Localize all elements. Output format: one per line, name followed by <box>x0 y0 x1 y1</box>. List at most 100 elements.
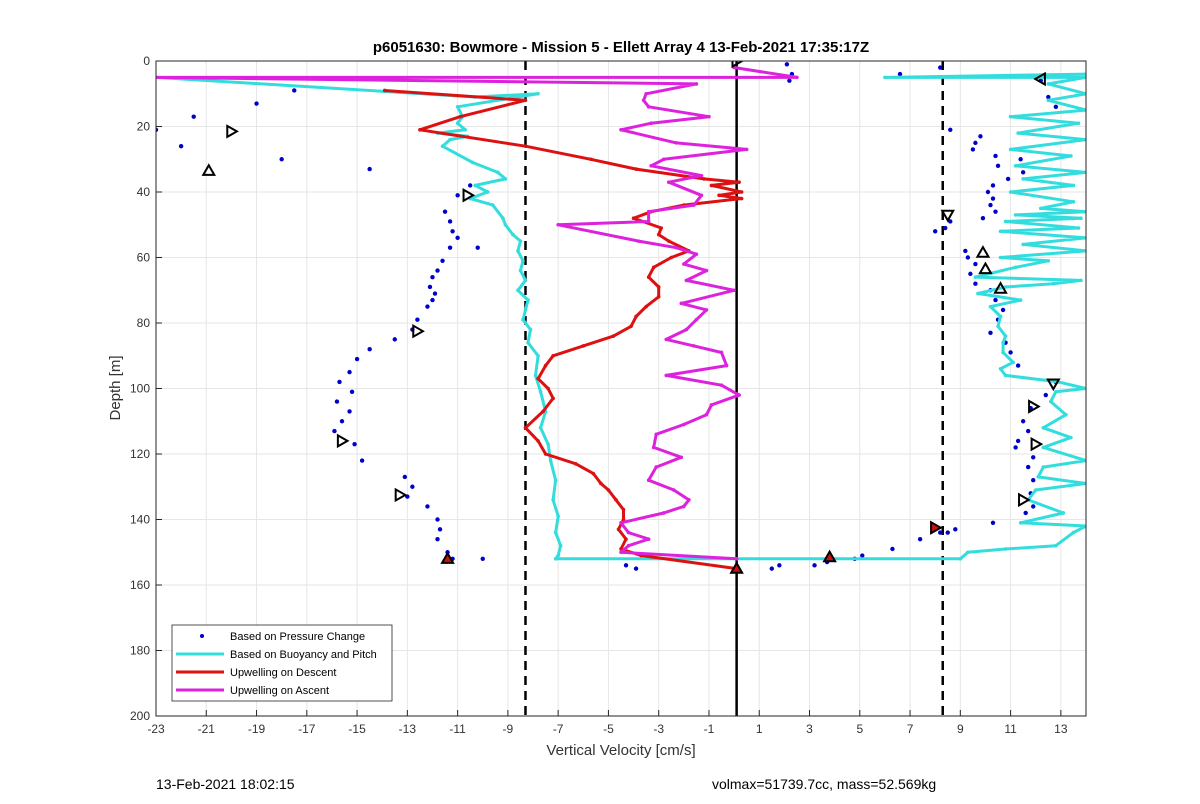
pressure-change-point <box>1053 104 1059 110</box>
pressure-change-point <box>993 153 998 159</box>
upwelling-ascent-vertex <box>661 511 666 515</box>
buoyancy-pitch-vertex <box>1051 281 1056 286</box>
buoyancy-pitch-vertex <box>1013 265 1018 270</box>
pressure-change-point <box>347 409 352 414</box>
upwelling-ascent-vertex <box>664 373 669 378</box>
pressure-change-point <box>917 536 923 542</box>
buoyancy-pitch-vertex <box>1008 190 1013 194</box>
x-tick-label: -19 <box>248 722 266 736</box>
upwelling-ascent-vertex <box>626 543 631 548</box>
pressure-change-point <box>339 419 345 424</box>
y-tick-label: 140 <box>130 513 150 527</box>
buoyancy-pitch-vertex <box>1036 475 1041 479</box>
pressure-change-point <box>475 245 480 250</box>
x-tick-label: 9 <box>957 722 964 736</box>
buoyancy-pitch-vertex <box>1079 216 1083 220</box>
buoyancy-pitch-vertex <box>553 478 558 483</box>
upwelling-descent-vertex <box>591 471 596 476</box>
x-tick-label: 1 <box>756 722 763 736</box>
y-axis-ticks: 0 20 40 60 80 100 120 140 160 180 200 <box>130 54 162 723</box>
buoyancy-pitch-vertex <box>503 222 508 227</box>
y-tick-label: 40 <box>137 185 151 199</box>
buoyancy-pitch-vertex <box>440 144 445 148</box>
x-tick-label: 11 <box>1004 722 1017 736</box>
legend-label-pressure: Based on Pressure Change <box>230 631 365 643</box>
pressure-change-point <box>990 196 996 201</box>
upwelling-ascent-vertex <box>661 157 666 162</box>
upwelling-ascent-vertex <box>732 288 736 293</box>
triangle-right-marker <box>226 124 239 139</box>
upwelling-descent-vertex <box>581 344 586 348</box>
pressure-change-point <box>973 281 978 286</box>
pressure-change-point <box>1013 445 1018 450</box>
buoyancy-pitch-vertex <box>553 557 558 561</box>
triangle-down-marker <box>940 209 955 223</box>
pressure-change-point <box>359 458 365 463</box>
pressure-change-point <box>1025 464 1031 470</box>
buoyancy-pitch-vertex <box>501 216 505 220</box>
upwelling-ascent-vertex <box>692 203 696 207</box>
upwelling-ascent-vertex <box>674 245 679 250</box>
pressure-change-point <box>435 517 440 522</box>
buoyancy-pitch-vertex <box>518 268 523 273</box>
pressure-change-point <box>430 297 435 303</box>
buoyancy-pitch-vertex <box>1069 154 1073 158</box>
triangle-right-marker <box>1028 399 1041 414</box>
upwelling-ascent-vertex <box>619 520 623 525</box>
pressure-change-point <box>349 389 355 394</box>
pressure-change-point <box>447 245 453 250</box>
pressure-change-point <box>787 78 792 83</box>
pressure-change-point <box>860 553 865 558</box>
x-tick-label: 3 <box>806 722 813 736</box>
upwelling-ascent-vertex <box>646 209 651 214</box>
x-tick-label: 13 <box>1054 722 1068 736</box>
triangle-up-marker <box>440 551 455 564</box>
buoyancy-pitch-vertex <box>1076 121 1081 126</box>
upwelling-descent-vertex <box>621 517 626 522</box>
upwelling-descent-vertex <box>629 324 633 329</box>
pressure-change-point <box>332 428 337 434</box>
upwelling-ascent-vertex <box>737 393 741 397</box>
pressure-change-point <box>897 71 903 77</box>
buoyancy-pitch-vertex <box>998 229 1003 234</box>
upwelling-descent-vertex <box>543 452 548 456</box>
upwelling-ascent-vertex <box>707 114 711 119</box>
upwelling-descent-vertex <box>656 295 661 299</box>
upwelling-ascent-vertex <box>744 147 749 152</box>
pressure-change-point <box>633 566 639 571</box>
buoyancy-pitch-vertex <box>1013 213 1018 217</box>
buoyancy-pitch-vertex <box>521 317 525 322</box>
pressure-change-point <box>430 274 435 280</box>
buoyancy-pitch-vertex <box>523 308 528 312</box>
pressure-change-point <box>769 566 775 571</box>
upwelling-descent-vertex <box>656 285 661 289</box>
buoyancy-pitch-vertex <box>491 203 495 207</box>
buoyancy-pitch-vertex <box>998 367 1003 371</box>
upwelling-descent-vertex <box>666 239 671 243</box>
buoyancy-pitch-vertex <box>1008 147 1013 152</box>
pressure-change-point <box>279 157 284 162</box>
upwelling-ascent-vertex <box>654 465 658 469</box>
upwelling-ascent-vertex <box>644 91 648 96</box>
upwelling-descent-vertex <box>551 396 555 401</box>
upwelling-ascent-vertex <box>619 550 623 555</box>
pressure-change-point <box>985 189 991 195</box>
buoyancy-pitch-vertex <box>1071 200 1076 204</box>
y-tick-label: 100 <box>130 382 150 396</box>
buoyancy-pitch-vertex <box>1046 82 1051 86</box>
pressure-change-point <box>1023 510 1028 516</box>
upwelling-ascent-vertex <box>694 317 699 322</box>
x-tick-label: -13 <box>399 722 417 736</box>
upwelling-ascent-vertex <box>682 504 686 509</box>
upwelling-descent-vertex <box>737 180 741 184</box>
upwelling-ascent-vertex <box>646 537 651 541</box>
buoyancy-pitch-vertex <box>511 232 515 237</box>
upwelling-ascent-vertex <box>654 432 658 437</box>
upwelling-ascent-vertex <box>694 252 699 257</box>
upwelling-ascent-vertex <box>679 301 684 306</box>
x-tick-label: -11 <box>449 722 466 736</box>
upwelling-descent-vertex <box>599 481 603 486</box>
buoyancy-pitch-vertex <box>516 288 520 293</box>
upwelling-ascent-vertex <box>704 268 709 273</box>
buoyancy-pitch-vertex <box>455 105 460 109</box>
